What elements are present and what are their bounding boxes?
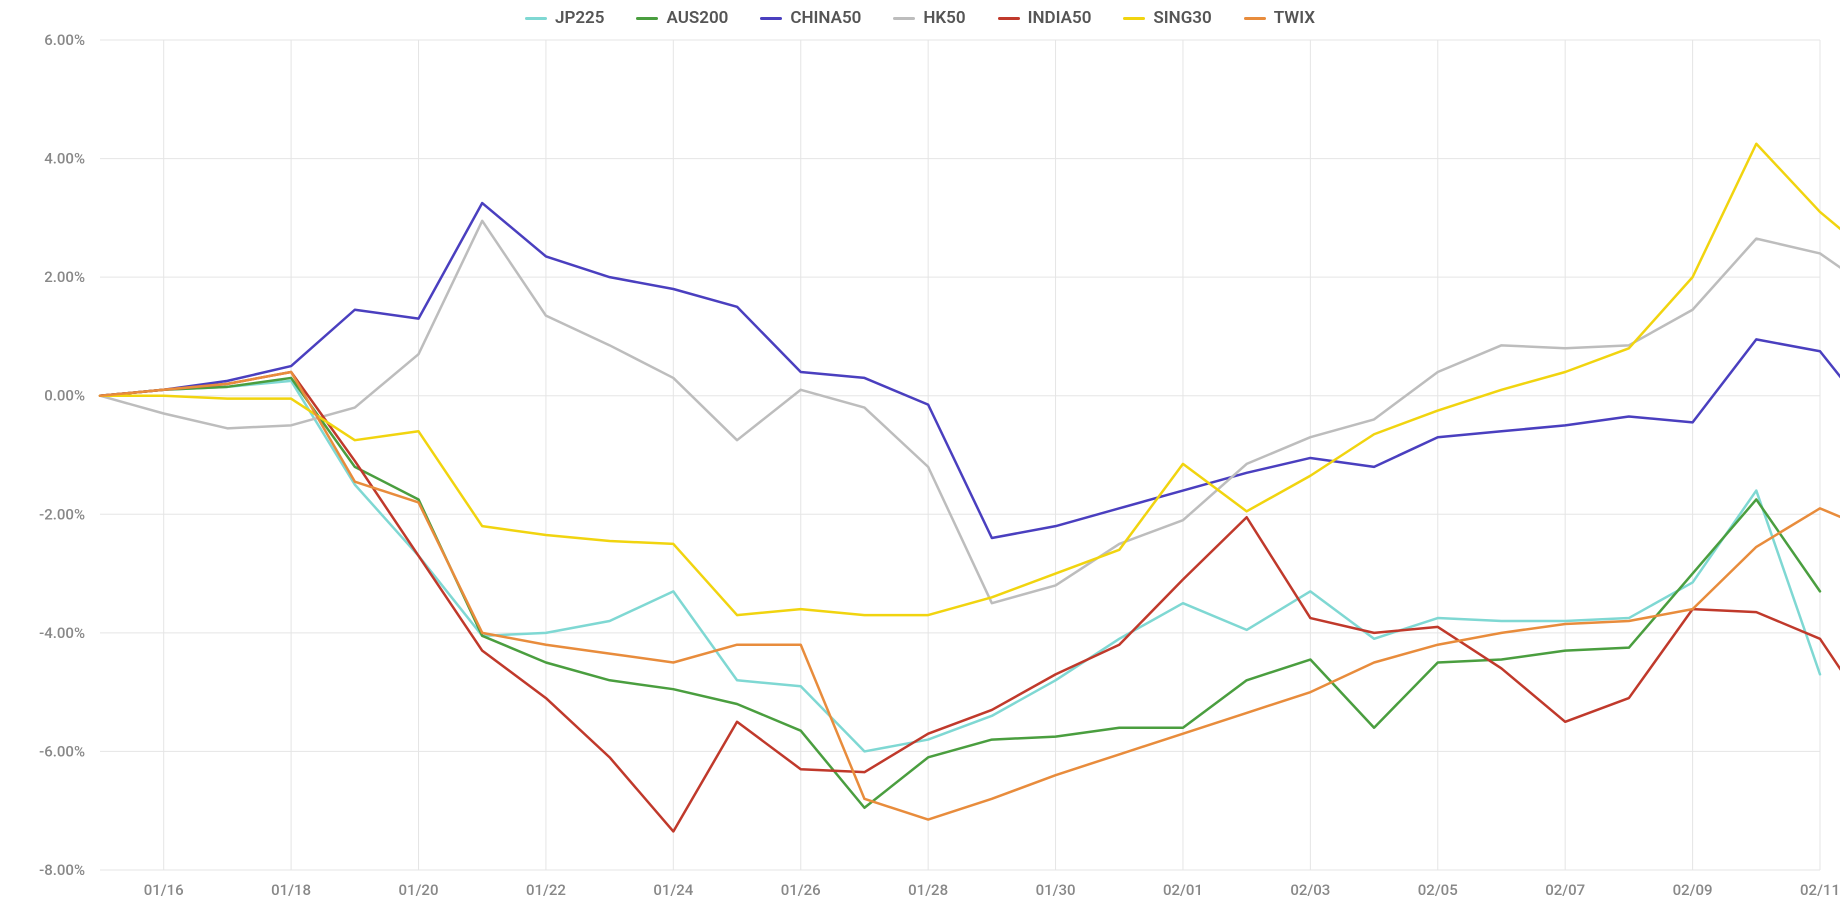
x-axis-label: 02/09: [1673, 881, 1713, 899]
series-line-china50: [100, 203, 1840, 538]
legend-label: INDIA50: [1028, 8, 1092, 28]
x-axis-label: 02/11: [1800, 881, 1840, 899]
legend-swatch: [1123, 17, 1145, 20]
x-axis-label: 01/16: [144, 881, 184, 899]
x-axis-label: 01/22: [526, 881, 566, 899]
x-axis-label: 01/20: [399, 881, 439, 899]
x-axis-label: 02/07: [1545, 881, 1585, 899]
y-axis-label: 6.00%: [44, 31, 85, 49]
x-axis-label: 02/01: [1163, 881, 1203, 899]
legend-item-china50[interactable]: CHINA50: [760, 8, 861, 28]
x-axis-label: 01/30: [1036, 881, 1076, 899]
legend-item-jp225[interactable]: JP225: [525, 8, 605, 28]
legend-item-sing30[interactable]: SING30: [1123, 8, 1211, 28]
x-axis-label: 01/26: [781, 881, 821, 899]
series-line-india50: [100, 372, 1840, 831]
series-line-aus200: [100, 378, 1820, 808]
x-axis-label: 02/03: [1290, 881, 1330, 899]
legend-swatch: [1244, 17, 1266, 20]
y-axis-label: -8.00%: [39, 861, 85, 879]
series-line-jp225: [100, 381, 1820, 752]
chart-canvas: 6.00% 4.00% 2.00% 0.00% -2.00% -4.00% -6.00% -8…: [0, 0, 1840, 910]
legend-label: TWIX: [1274, 8, 1315, 28]
x-axis-label: 01/28: [908, 881, 948, 899]
y-axis-label: -6.00%: [39, 742, 85, 760]
legend-label: AUS200: [666, 8, 728, 28]
legend-label: JP225: [555, 8, 605, 28]
series-line-hk50: [100, 221, 1840, 603]
y-axis-label: 4.00%: [44, 150, 85, 168]
legend-swatch: [636, 17, 658, 20]
legend-swatch: [893, 17, 915, 20]
x-axis-label: 01/18: [271, 881, 311, 899]
y-axis-label: -4.00%: [39, 624, 85, 642]
legend-item-aus200[interactable]: AUS200: [636, 8, 728, 28]
x-axis-label: 02/05: [1418, 881, 1458, 899]
legend-label: HK50: [923, 8, 965, 28]
y-axis-label: 2.00%: [44, 268, 85, 286]
legend-swatch: [525, 17, 547, 20]
legend-label: SING30: [1153, 8, 1211, 28]
legend-swatch: [760, 17, 782, 20]
legend-item-hk50[interactable]: HK50: [893, 8, 965, 28]
chart-legend: JP225 AUS200 CHINA50 HK50 INDIA50 SING30 TWIX: [0, 8, 1840, 28]
y-axis-label: -2.00%: [39, 505, 85, 523]
x-axis-label: 01/24: [653, 881, 693, 899]
series-line-sing30: [100, 144, 1840, 615]
legend-item-india50[interactable]: INDIA50: [998, 8, 1092, 28]
y-axis-label: 0.00%: [44, 387, 85, 405]
legend-swatch: [998, 17, 1020, 20]
legend-item-twix[interactable]: TWIX: [1244, 8, 1315, 28]
line-chart: JP225AUS200CHINA50HK50INDIA50SING30TWIX …: [0, 0, 1840, 910]
legend-label: CHINA50: [790, 8, 861, 28]
